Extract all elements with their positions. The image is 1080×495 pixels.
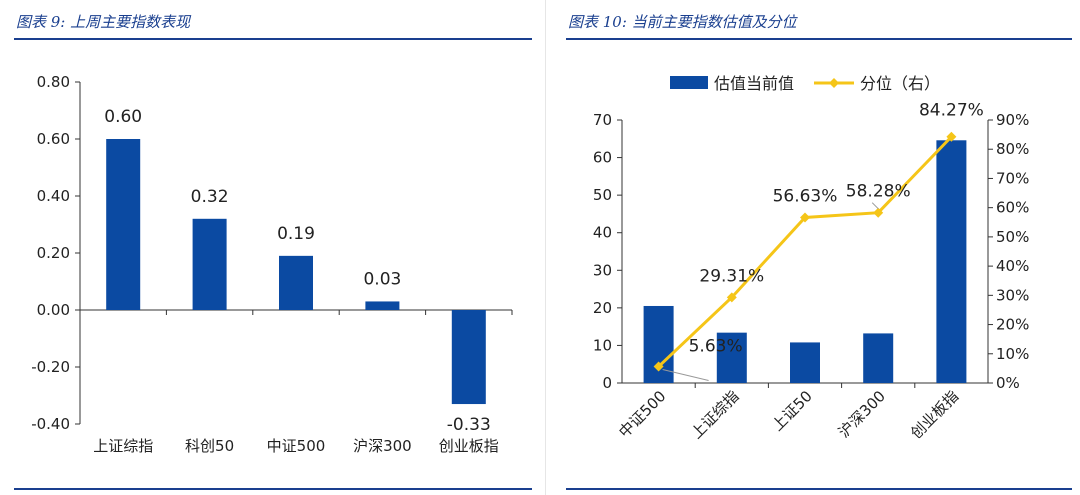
chart-panel-valuation: 图表 10: 当前主要指数估值及分位 0 10 20 30 40 50 60 70 0% 10% 2… <box>552 0 1080 495</box>
line-point <box>873 207 884 218</box>
bar <box>192 218 227 310</box>
y-tick-label-right: 80% <box>996 140 1029 158</box>
category-label: 中证500 <box>267 437 326 455</box>
y-tick-label: 0.60 <box>37 130 70 148</box>
label-leader-line <box>662 369 709 382</box>
y-tick-label-left: 10 <box>593 336 612 354</box>
data-label: 0.03 <box>363 269 401 289</box>
line-point <box>726 292 737 303</box>
data-label: -0.33 <box>447 415 491 435</box>
bar <box>279 255 313 310</box>
line-data-label: 5.63% <box>689 337 743 357</box>
y-tick-label-left: 40 <box>593 224 612 242</box>
line-point <box>800 212 810 223</box>
category-label: 沪深300 <box>835 387 889 441</box>
chart-title: 图表 9: 上周主要指数表现 <box>16 13 191 31</box>
category-label: 上证综指 <box>93 437 153 455</box>
title-rule <box>566 38 1072 40</box>
line-data-label: 84.27% <box>919 101 984 121</box>
line-data-label: 56.63% <box>773 187 838 207</box>
chart-title: 图表 10: 当前主要指数估值及分位 <box>568 13 797 31</box>
y-tick-label-left: 30 <box>593 261 612 279</box>
bar <box>863 333 894 383</box>
y-tick-label-left: 50 <box>593 186 612 204</box>
legend-swatch-bar <box>670 76 708 89</box>
line-data-label: 29.31% <box>699 266 764 286</box>
y-tick-label-right: 60% <box>996 199 1029 217</box>
panel-divider <box>545 0 546 495</box>
y-tick-label-right: 10% <box>996 345 1029 363</box>
bottom-rule <box>14 488 532 490</box>
category-label: 创业板指 <box>439 437 499 455</box>
legend-label: 分位（右） <box>860 74 940 93</box>
y-tick-label-left: 0 <box>602 374 612 392</box>
line-data-label: 58.28% <box>846 182 911 202</box>
category-label: 上证50 <box>768 387 815 434</box>
y-tick-label-left: 60 <box>593 149 612 167</box>
title-rule <box>14 38 532 40</box>
line-point <box>653 361 664 372</box>
line-point <box>946 131 957 142</box>
category-label: 科创50 <box>185 437 234 455</box>
y-tick-label: 0.80 <box>37 73 70 91</box>
chart-panel-weekly-performance: 图表 9: 上周主要指数表现 0.80 0.60 0.40 0.20 0.00 -0.20… <box>14 13 532 490</box>
bar <box>106 139 141 310</box>
y-tick-label-right: 70% <box>996 169 1029 187</box>
data-label: 0.19 <box>277 224 315 244</box>
legend-swatch-marker <box>829 78 839 88</box>
bar <box>451 310 486 405</box>
bar <box>936 140 967 383</box>
y-tick-label-left: 20 <box>593 299 612 317</box>
data-label: 0.60 <box>104 107 142 127</box>
legend-label: 估值当前值 <box>714 74 794 93</box>
y-tick-label-right: 50% <box>996 228 1029 246</box>
bar <box>365 301 400 310</box>
y-tick-label-right: 0% <box>996 374 1020 392</box>
y-tick-label-left: 70 <box>593 111 612 129</box>
label-leader-line <box>871 202 879 210</box>
y-tick-label-right: 90% <box>996 111 1029 129</box>
y-tick-label-right: 40% <box>996 257 1029 275</box>
combo-chart-valuation: 0 10 20 30 40 50 60 70 0% 10% 20% 30% 40% 50% 60% 70% 80… <box>593 74 1029 442</box>
y-tick-label-right: 20% <box>996 316 1029 334</box>
y-tick-label: -0.40 <box>31 415 70 433</box>
category-label: 沪深300 <box>353 437 412 455</box>
bar-chart-weekly-performance: 0.80 0.60 0.40 0.20 0.00 -0.20 -0.40 0.60 上证综指 0.… <box>31 73 513 455</box>
category-label: 中证500 <box>615 387 669 441</box>
bar <box>716 332 747 383</box>
y-tick-label: 0.00 <box>37 301 70 319</box>
line-series-percentile <box>657 135 953 368</box>
y-tick-label: 0.40 <box>37 187 70 205</box>
y-tick-label-right: 30% <box>996 286 1029 304</box>
y-tick-label: -0.20 <box>31 358 70 376</box>
category-label: 创业板指 <box>907 387 962 442</box>
bar <box>790 342 820 383</box>
data-label: 0.32 <box>191 187 229 207</box>
category-label: 上证综指 <box>687 387 742 442</box>
y-tick-label: 0.20 <box>37 244 70 262</box>
bottom-rule <box>566 488 1072 490</box>
